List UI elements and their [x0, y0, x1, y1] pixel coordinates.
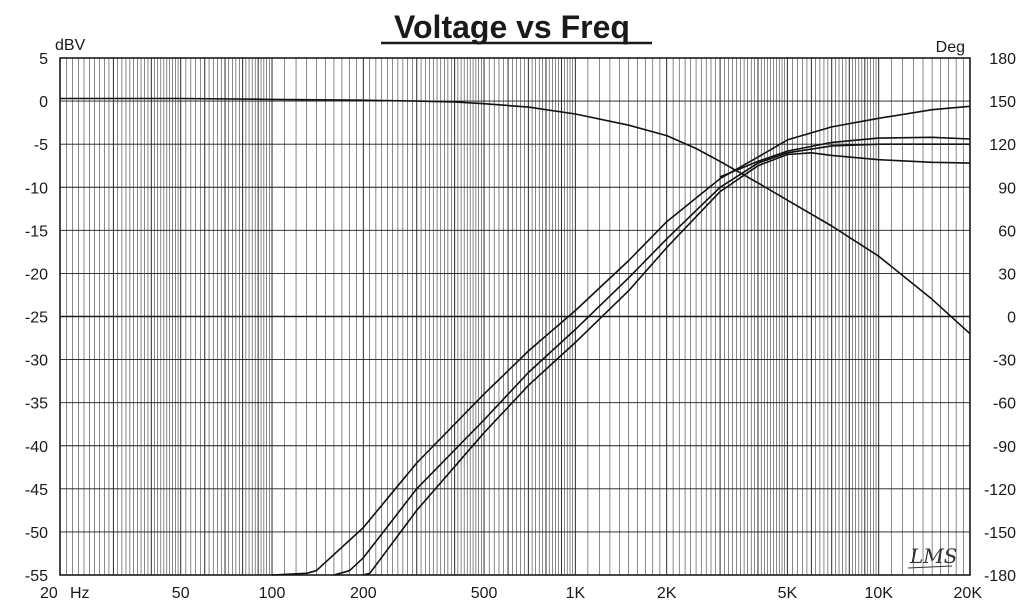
y-right-tick-label: -120	[984, 482, 1016, 499]
y-right-tick-label: 120	[989, 137, 1016, 154]
y-left-tick-label: -25	[25, 310, 48, 327]
signature: LMS	[909, 544, 957, 568]
x-tick-label: 5K	[778, 585, 798, 602]
y-right-tick-label: -150	[984, 525, 1016, 542]
y-left-tick-label: -55	[25, 568, 48, 585]
y-left-tick-label: -5	[34, 137, 48, 154]
y-left-tick-label: 0	[39, 94, 48, 111]
y-left-tick-label: -45	[25, 482, 48, 499]
chart-title: Voltage vs Freq	[394, 9, 630, 45]
y-right-tick-label: 90	[998, 180, 1016, 197]
tick-layer: 50-5-10-15-20-25-30-35-40-45-50-55180150…	[25, 51, 1016, 602]
y-right-tick-label: -30	[993, 353, 1016, 370]
right-axis-unit: Deg	[936, 39, 965, 56]
y-right-tick-label: 0	[1007, 310, 1016, 327]
x-tick-label: 1K	[566, 585, 586, 602]
y-left-tick-label: -10	[25, 180, 48, 197]
x-tick-label: 2K	[657, 585, 677, 602]
x-tick-label: 100	[259, 585, 286, 602]
signature-underline	[907, 565, 953, 569]
grid	[59, 57, 971, 576]
x-tick-label: 200	[350, 585, 377, 602]
x-tick-label: 20	[40, 585, 58, 602]
y-left-tick-label: -30	[25, 353, 48, 370]
y-right-tick-label: 150	[989, 94, 1016, 111]
y-left-tick-label: -40	[25, 439, 48, 456]
x-tick-label: 50	[172, 585, 190, 602]
series-line-4	[363, 152, 971, 576]
y-right-tick-label: 60	[998, 223, 1016, 240]
y-right-tick-label: 30	[998, 266, 1016, 283]
series-layer	[60, 97, 971, 576]
y-left-tick-label: -15	[25, 223, 48, 240]
y-right-tick-label: -90	[993, 439, 1016, 456]
series-line-1	[60, 97, 971, 335]
series-line-5	[719, 136, 971, 178]
y-left-tick-label: -50	[25, 525, 48, 542]
series-line-2	[271, 105, 971, 576]
x-tick-label: 500	[471, 585, 498, 602]
x-tick-label: 10K	[864, 585, 893, 602]
y-left-tick-label: 5	[39, 51, 48, 68]
left-axis-unit: dBV	[55, 37, 86, 54]
y-left-tick-label: -20	[25, 266, 48, 283]
x-tick-label: 20K	[954, 585, 983, 602]
y-right-tick-label: -180	[984, 568, 1016, 585]
y-right-tick-label: -60	[993, 396, 1016, 413]
y-left-tick-label: -35	[25, 396, 48, 413]
y-right-tick-label: 180	[989, 51, 1016, 68]
x-axis-unit: Hz	[70, 585, 90, 602]
series-line-3	[333, 143, 970, 576]
